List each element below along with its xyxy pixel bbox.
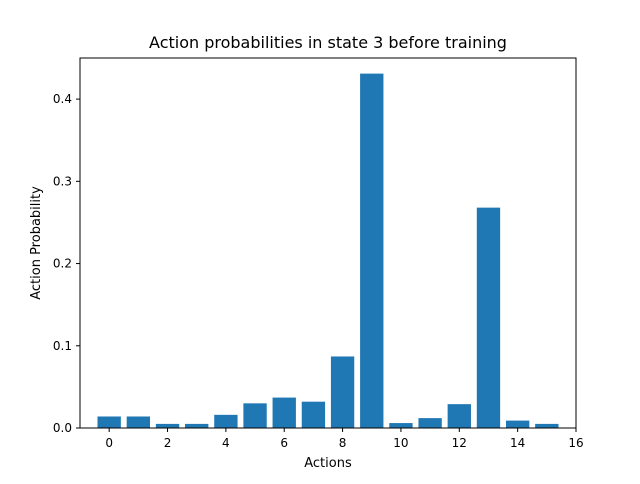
y-tick-label: 0.4 (53, 92, 72, 106)
plot-frame (79, 57, 577, 429)
x-tick-label: 0 (105, 436, 113, 450)
y-tick-label: 0.3 (53, 174, 72, 188)
bar-action-2 (155, 423, 180, 428)
bar-action-3 (185, 423, 209, 428)
bar-action-10 (389, 423, 413, 428)
y-axis-label: Action Probability (29, 186, 44, 300)
y-tick-label: 0.1 (53, 339, 72, 353)
bar-action-15 (535, 423, 559, 428)
x-axis: 0 2 4 6 8 10 12 14 16 (105, 428, 584, 450)
bar-action-11 (418, 418, 442, 428)
bar-action-13 (476, 207, 501, 428)
x-tick-label: 16 (568, 436, 583, 450)
bar-action-7 (301, 401, 326, 428)
bars-group (97, 73, 559, 428)
bar-action-8 (330, 356, 355, 428)
x-tick-label: 8 (339, 436, 347, 450)
x-tick-label: 2 (164, 436, 172, 450)
x-axis-label: Actions (304, 456, 352, 471)
bar-action-12 (447, 404, 471, 428)
x-tick-label: 12 (452, 436, 467, 450)
bar-action-14 (505, 420, 530, 428)
y-tick-label: 0.2 (53, 257, 72, 271)
bar-action-9 (360, 73, 384, 428)
bar-action-0 (97, 416, 121, 428)
y-axis: 0.0 0.1 0.2 0.3 0.4 (53, 92, 80, 435)
bar-action-6 (272, 397, 296, 428)
bar-action-4 (214, 414, 238, 428)
x-tick-label: 14 (510, 436, 525, 450)
y-tick-label: 0.0 (53, 421, 72, 435)
bar-action-1 (126, 416, 151, 428)
x-tick-label: 6 (280, 436, 288, 450)
x-tick-label: 4 (222, 436, 230, 450)
x-tick-label: 10 (393, 436, 408, 450)
bar-action-5 (243, 403, 267, 428)
chart-title: Action probabilities in state 3 before t… (149, 33, 507, 52)
